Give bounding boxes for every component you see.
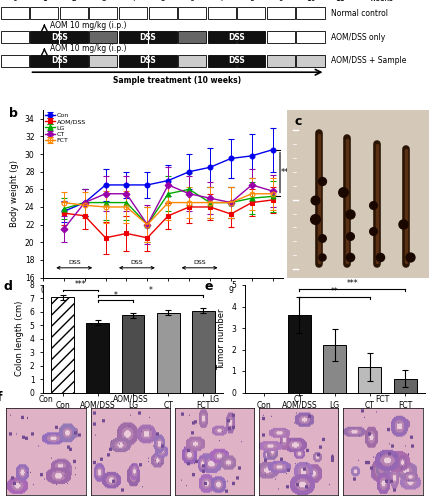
Bar [0, 7, 29, 20]
Text: Sample treatment (10 weeks): Sample treatment (10 weeks) [113, 76, 242, 85]
Bar [89, 7, 118, 20]
Text: 7: 7 [220, 0, 224, 4]
Text: DSS: DSS [228, 56, 245, 66]
Bar [237, 31, 266, 44]
Bar [119, 54, 147, 67]
Text: **: ** [331, 287, 338, 296]
Text: DSS: DSS [139, 56, 156, 66]
Text: 11: 11 [335, 0, 345, 4]
Y-axis label: Tumor number: Tumor number [217, 308, 226, 370]
Bar [51, 297, 74, 392]
Text: a: a [0, 0, 9, 1]
Bar [60, 7, 88, 20]
Text: 6: 6 [190, 0, 195, 4]
Text: *: * [149, 286, 153, 294]
Text: FCT: FCT [375, 395, 390, 404]
Text: CT: CT [293, 395, 304, 404]
Text: 3: 3 [101, 0, 106, 4]
Bar [148, 54, 177, 67]
Text: 9: 9 [278, 0, 284, 4]
Bar [30, 54, 58, 67]
Text: 4: 4 [131, 0, 136, 4]
Text: b: b [9, 106, 18, 120]
Bar [296, 54, 325, 67]
Bar [60, 31, 88, 44]
Text: 5: 5 [160, 0, 165, 4]
Bar [0, 54, 29, 67]
Text: AOM 10 mg/kg (i.p.): AOM 10 mg/kg (i.p.) [50, 44, 127, 54]
Text: AOM/DSS + Sample: AOM/DSS + Sample [331, 56, 407, 66]
Bar [208, 54, 236, 67]
Text: AOM/DSS: AOM/DSS [112, 395, 148, 404]
Text: *: * [113, 291, 117, 300]
Text: 0: 0 [12, 0, 17, 4]
Text: DSS: DSS [51, 32, 67, 42]
Text: DSS: DSS [51, 56, 67, 66]
Text: DSS: DSS [139, 32, 156, 42]
Text: AOM 10 mg/kg (i.p.): AOM 10 mg/kg (i.p.) [50, 20, 127, 30]
Bar [178, 7, 206, 20]
Text: d: d [3, 280, 12, 292]
X-axis label: Time (weeks): Time (weeks) [135, 300, 191, 310]
Bar [323, 345, 346, 393]
Text: AOM/DSS only: AOM/DSS only [331, 32, 386, 42]
Bar [157, 312, 180, 392]
Bar [237, 54, 266, 67]
Bar [208, 7, 236, 20]
Text: 8: 8 [249, 0, 254, 4]
Bar [148, 7, 177, 20]
Bar [192, 310, 215, 392]
Text: c: c [295, 115, 302, 128]
Text: ***: *** [74, 280, 86, 289]
Bar [178, 54, 206, 67]
Text: e: e [205, 280, 213, 292]
Y-axis label: Body weight (g): Body weight (g) [10, 160, 19, 227]
Bar [237, 7, 266, 20]
Text: Normal control: Normal control [331, 8, 388, 18]
Bar [119, 7, 147, 20]
Text: f: f [0, 391, 3, 404]
Text: 1: 1 [42, 0, 47, 4]
Legend: Con, AOM/DSS, LG, CT, FCT: Con, AOM/DSS, LG, CT, FCT [44, 112, 87, 144]
Bar [30, 31, 58, 44]
Text: DSS: DSS [68, 260, 81, 265]
Bar [288, 315, 311, 392]
Text: 2: 2 [72, 0, 76, 4]
Bar [0, 31, 29, 44]
Text: ***: *** [347, 280, 358, 288]
Text: weeks: weeks [370, 0, 394, 4]
Bar [267, 54, 295, 67]
Text: DSS: DSS [228, 32, 245, 42]
Bar [30, 7, 58, 20]
Bar [178, 31, 206, 44]
Text: 10: 10 [306, 0, 315, 4]
Text: Con: Con [39, 395, 54, 404]
Bar [60, 54, 88, 67]
Bar [119, 31, 147, 44]
Bar [394, 378, 417, 392]
Text: LG: LG [209, 395, 220, 404]
Bar [86, 322, 109, 392]
Bar [358, 366, 381, 392]
Bar [89, 54, 118, 67]
Bar [296, 7, 325, 20]
Bar [267, 7, 295, 20]
Bar [208, 31, 236, 44]
Text: **: ** [281, 168, 290, 177]
Y-axis label: Colon length (cm): Colon length (cm) [15, 301, 24, 376]
Bar [267, 31, 295, 44]
Bar [148, 31, 177, 44]
Text: DSS: DSS [130, 260, 143, 265]
Bar [296, 31, 325, 44]
Text: DSS: DSS [193, 260, 206, 265]
Bar [121, 315, 145, 392]
Bar [89, 31, 118, 44]
